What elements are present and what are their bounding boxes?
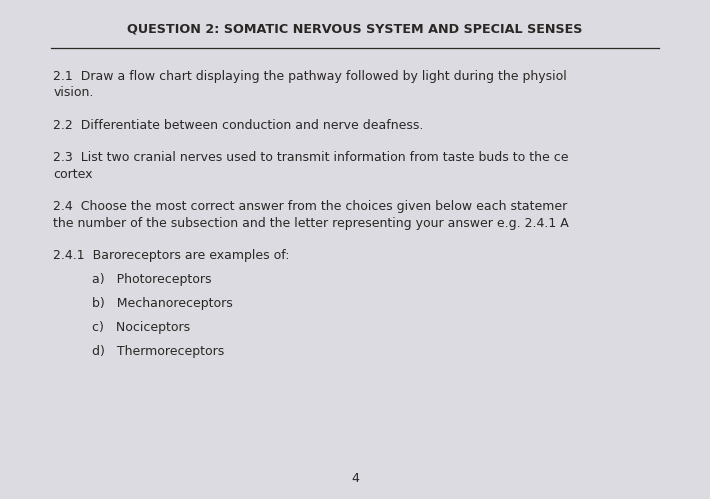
- Text: cortex: cortex: [53, 168, 93, 181]
- Text: c)   Nociceptors: c) Nociceptors: [92, 321, 190, 334]
- Text: 2.3  List two cranial nerves used to transmit information from taste buds to the: 2.3 List two cranial nerves used to tran…: [53, 151, 569, 164]
- Text: d)   Thermoreceptors: d) Thermoreceptors: [92, 345, 224, 358]
- Text: 4: 4: [351, 472, 359, 485]
- Text: vision.: vision.: [53, 86, 94, 99]
- Text: 2.1  Draw a flow chart displaying the pathway followed by light during the physi: 2.1 Draw a flow chart displaying the pat…: [53, 70, 567, 83]
- Text: 2.4  Choose the most correct answer from the choices given below each statemer: 2.4 Choose the most correct answer from …: [53, 200, 567, 213]
- Text: QUESTION 2: SOMATIC NERVOUS SYSTEM AND SPECIAL SENSES: QUESTION 2: SOMATIC NERVOUS SYSTEM AND S…: [127, 22, 583, 35]
- Text: 2.2  Differentiate between conduction and nerve deafness.: 2.2 Differentiate between conduction and…: [53, 119, 424, 132]
- Text: the number of the subsection and the letter representing your answer e.g. 2.4.1 : the number of the subsection and the let…: [53, 217, 569, 230]
- Text: b)   Mechanoreceptors: b) Mechanoreceptors: [92, 297, 233, 310]
- Text: a)   Photoreceptors: a) Photoreceptors: [92, 273, 212, 286]
- Text: 2.4.1  Baroreceptors are examples of:: 2.4.1 Baroreceptors are examples of:: [53, 249, 290, 262]
